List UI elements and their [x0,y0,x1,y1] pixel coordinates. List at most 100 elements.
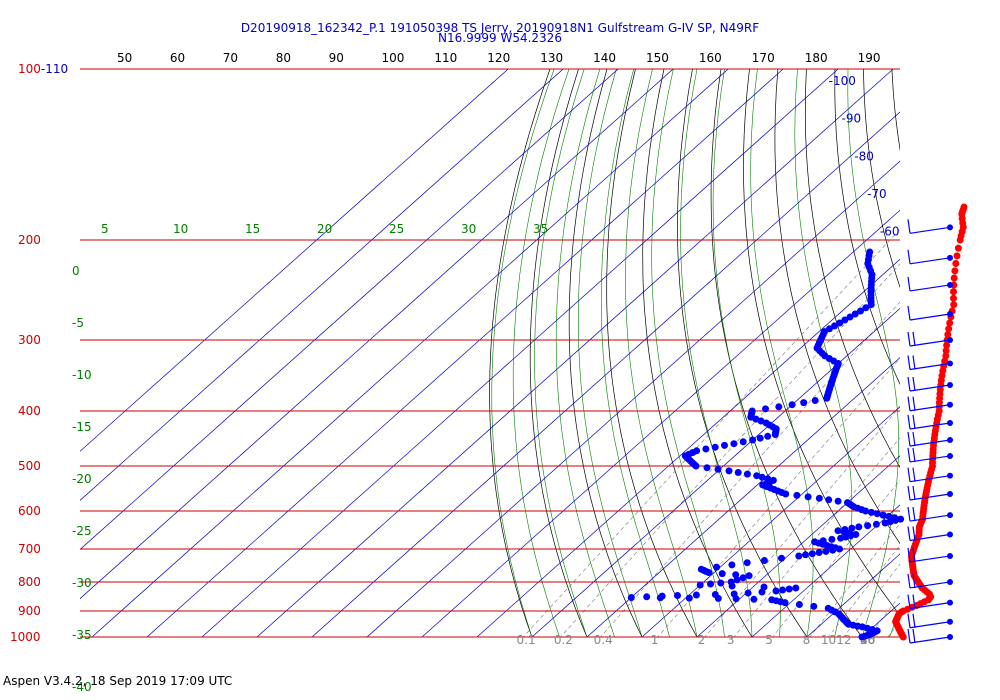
wind-barb-shaft [909,439,951,447]
dewpoint-point [844,499,851,507]
temperature-point [950,301,958,309]
dewpoint-point [795,601,803,608]
temperature-point [951,267,959,275]
moist-adiabat-label: 5 [101,222,109,236]
dewpoint-point [793,491,801,499]
dewpoint-point [828,535,836,543]
top-axis-tick-label: 140 [593,51,616,65]
moist-adiabat-line [680,69,753,637]
dry-adiabat-line [710,69,863,637]
dewpoint-point [836,319,844,327]
wind-barb-flag [907,305,911,321]
dry-adiabat-line [606,69,698,637]
dewpoint-point [862,304,870,312]
isotherm-line [751,504,900,637]
wind-barb-flag [907,447,911,463]
isotherm-line [641,406,900,637]
dewpoint-point [745,572,753,580]
dewpoint-point [658,592,666,600]
dewpoint-point [734,469,742,476]
wind-barb-flag [907,276,911,292]
wind-barb-flag [907,467,911,482]
dewpoint-point [834,497,842,505]
moist-adiabat-line [534,69,588,637]
pressure-tick-label: 900 [18,604,41,618]
dewpoint-point [800,399,808,407]
dewpoint-point [841,526,849,533]
moist-adiabat-line [512,69,570,637]
dewpoint-point [627,594,635,601]
dewpoint-point [879,511,887,519]
temperature-point [950,288,957,296]
wind-barb-flag [912,467,916,482]
wind-barb-flag [912,526,916,541]
pressure-tick-label: 700 [18,542,41,556]
moist-adiabat-left-label: 0 [72,264,80,278]
dewpoint-point [866,248,874,256]
top-axis-tick-label: 50 [117,51,132,65]
wind-barb-flag [907,573,911,589]
mixing-ratio-line [560,263,900,637]
temperature-point [952,260,960,267]
dewpoint-point [831,322,839,330]
pressure-tick-label: 600 [18,504,41,518]
dewpoint-point [721,441,728,449]
pressure-tick-label: 800 [18,575,41,589]
moist-adiabat-line [847,69,899,637]
dewpoint-point [802,551,809,559]
dewpoint-point [885,512,893,520]
dry-adiabat-line [568,69,643,637]
mixing-ratio-label: 8 [803,633,811,647]
top-axis-tick-label: 110 [434,51,457,65]
dewpoint-point [775,403,783,411]
dewpoint-point [756,434,764,442]
wind-barb-flag [912,613,916,628]
wind-barb-shaft [909,226,951,234]
moist-adiabat-line [970,69,1000,649]
dewpoint-point [697,565,705,573]
dewpoint-point [713,563,721,571]
wind-barb-flag [907,506,911,522]
mixing-ratio-line [867,594,900,637]
dewpoint-point [778,554,785,562]
temperature-point [946,319,954,327]
isotherm-line [586,357,900,637]
wind-barb-flag [907,613,911,628]
dewpoint-point [815,549,823,556]
moist-adiabat-line [651,69,725,637]
isotherm-line [256,69,894,637]
dewpoint-point [819,537,827,545]
temperature-point [942,352,950,360]
dewpoint-point [749,436,757,444]
moist-adiabat-left-label: -15 [72,420,92,434]
dewpoint-profile [627,248,905,641]
dewpoint-point [785,585,793,593]
dewpoint-point [743,470,751,478]
dewpoint-point [768,596,776,604]
temperature-point [942,347,950,355]
dry-adiabat-line [489,69,551,637]
dewpoint-point [685,594,693,602]
isotherm-label: -70 [867,187,887,201]
wind-barb-shaft [909,313,951,321]
temperature-point [960,203,968,211]
wind-barb-shaft [909,455,951,463]
isotherm-line [421,209,900,637]
dewpoint-point [872,520,880,528]
mixing-ratio-label: 0.2 [554,633,573,647]
dewpoint-point [873,510,881,518]
temperature-point [945,325,953,333]
dry-adiabat-line [920,69,1000,649]
wind-barb-shaft [909,475,951,483]
mixing-ratio-line [657,357,900,637]
wind-barb-flag [907,547,911,563]
pressure-tick-label: 300 [18,333,41,347]
moist-adiabat-line [915,69,1000,649]
wind-barb-shaft [909,384,951,392]
moist-adiabat-left-label: -35 [72,628,92,642]
isotherm-line [146,69,784,637]
moist-adiabat-label: 30 [461,222,476,236]
dewpoint-point [804,493,812,501]
dewpoint-point [758,473,766,481]
